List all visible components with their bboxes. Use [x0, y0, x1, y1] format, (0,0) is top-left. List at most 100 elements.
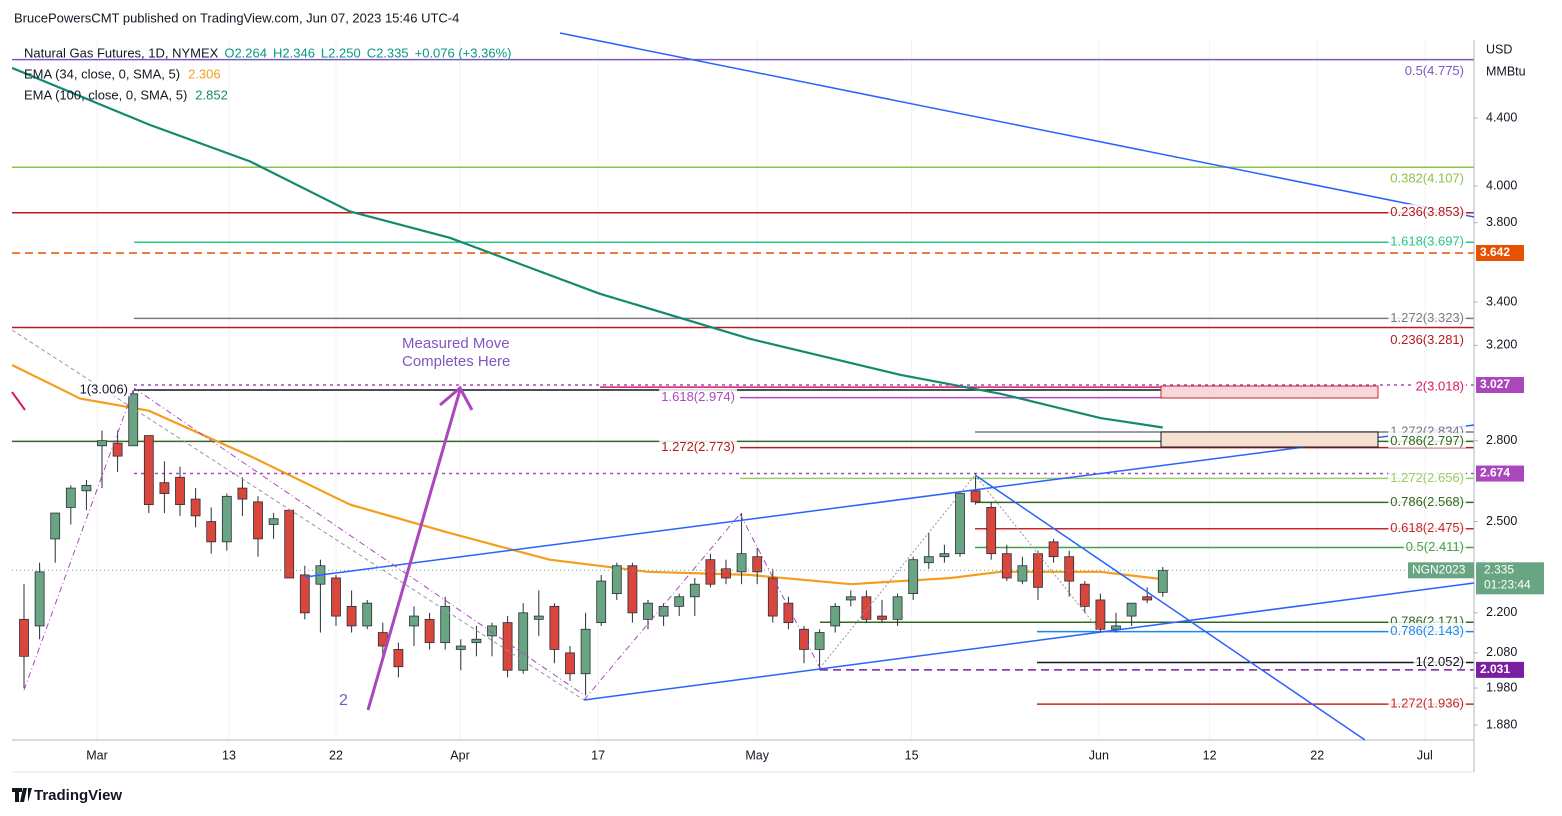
level-label-bg — [659, 389, 737, 405]
candle-body — [908, 559, 919, 595]
y-tick-label: 1.880 — [1486, 717, 1517, 731]
candle-body — [159, 482, 170, 494]
level-label-bg — [1388, 520, 1466, 536]
x-tick-label: Jun — [1089, 748, 1109, 762]
level-label-bg — [1388, 170, 1466, 186]
level-label-bg — [1403, 538, 1466, 554]
candle-body — [877, 615, 887, 620]
level-label-bg — [1388, 204, 1466, 220]
level-label: 1.618(2.974) — [661, 389, 735, 404]
candle-body — [1064, 556, 1075, 582]
candle-body — [284, 509, 295, 579]
candle-body — [331, 577, 341, 617]
candle-body — [1033, 553, 1043, 588]
level-label-bg — [1388, 309, 1466, 325]
logo-icon — [12, 788, 32, 802]
zone — [1160, 385, 1379, 399]
candle-body — [752, 556, 763, 573]
arrow — [366, 389, 462, 711]
legend-value: 2.852 — [195, 87, 228, 102]
candle-body — [549, 605, 560, 650]
candle-body — [799, 628, 809, 650]
x-tick-label: Jul — [1417, 748, 1433, 762]
annotation: Completes Here — [402, 353, 510, 370]
candle-body — [705, 559, 716, 585]
candle-body — [721, 568, 731, 579]
last-price: 2.335 — [1484, 562, 1514, 576]
level-label-bg — [1413, 653, 1466, 669]
candle-body — [143, 435, 154, 506]
candle-body — [50, 512, 61, 540]
candle-body — [1126, 602, 1137, 617]
candle-body — [1142, 596, 1153, 601]
trendline — [11, 391, 26, 411]
candle-body — [892, 596, 903, 620]
arrow-head — [439, 385, 474, 411]
price-tag — [1476, 562, 1544, 595]
candle-body — [1017, 565, 1028, 582]
candle-body — [580, 628, 591, 675]
x-tick-label: Mar — [86, 748, 108, 762]
ema-line — [12, 364, 1163, 586]
candle-body — [455, 645, 466, 650]
y-tick-label: 1.980 — [1486, 680, 1517, 694]
candle-body — [393, 649, 404, 668]
ohlc-value: H2.346 — [273, 45, 315, 60]
y-tick-label: 2.500 — [1486, 514, 1517, 528]
footer-logo: TradingView — [34, 787, 122, 804]
plot — [12, 40, 1474, 740]
candle-body — [440, 605, 451, 644]
candle-body — [1001, 553, 1012, 579]
price-tag-label: 2.674 — [1480, 466, 1510, 480]
x-tick-label: May — [745, 748, 769, 762]
level-label-bg — [1388, 695, 1466, 711]
level-label: 1.618(3.697) — [1390, 234, 1464, 249]
level-label-bg — [1388, 469, 1466, 485]
y-tick-label: 4.400 — [1486, 110, 1517, 124]
level-label: 0.5(4.775) — [1405, 63, 1464, 78]
candle-body — [409, 615, 419, 627]
level-label-bg — [1388, 331, 1466, 347]
candle-body — [34, 571, 45, 627]
y-tick-label: 2.200 — [1486, 605, 1517, 619]
candle-body — [1079, 583, 1090, 607]
x-tick-label: 12 — [1203, 748, 1217, 762]
candle-body — [424, 618, 435, 644]
price-tag — [1476, 244, 1524, 261]
candle-body — [1095, 599, 1106, 630]
level-label: 1(3.006) — [80, 381, 128, 396]
trendline — [583, 513, 741, 701]
candle-body — [736, 553, 747, 573]
x-tick-label: 15 — [905, 748, 919, 762]
candle-body — [689, 583, 700, 598]
candle-body — [767, 577, 778, 617]
ticker-box — [1408, 562, 1474, 579]
level-label: 0.236(3.281) — [1390, 332, 1464, 347]
level-label: 0.786(2.568) — [1390, 494, 1464, 509]
trendline — [583, 582, 1475, 701]
candle-body — [939, 553, 950, 558]
y-tick-label: 3.400 — [1486, 294, 1517, 308]
ema-line — [12, 66, 1163, 429]
level-label: 0.618(2.475) — [1390, 520, 1464, 535]
trendline — [974, 474, 1100, 631]
legend-value: 2.306 — [188, 66, 221, 81]
symbol: Natural Gas Futures, 1D, NYMEX — [24, 45, 219, 60]
trendline — [23, 387, 135, 691]
candle-body — [643, 602, 653, 620]
x-tick-label: 13 — [222, 748, 236, 762]
level-label: 0.382(4.107) — [1390, 171, 1464, 186]
level-label-bg — [1388, 233, 1466, 249]
level-label: 0.236(3.853) — [1390, 204, 1464, 219]
candle-body — [1111, 625, 1121, 630]
candle-body — [19, 618, 29, 657]
candle-body — [955, 493, 965, 555]
ohlc-value: C2.335 — [367, 45, 409, 60]
candle-body — [502, 622, 513, 671]
level-label: 1.272(1.936) — [1390, 696, 1464, 711]
level-label-bg — [659, 439, 737, 455]
trendline — [559, 32, 1475, 218]
level-label: 0.786(2.797) — [1390, 433, 1464, 448]
currency: USD — [1486, 42, 1512, 56]
